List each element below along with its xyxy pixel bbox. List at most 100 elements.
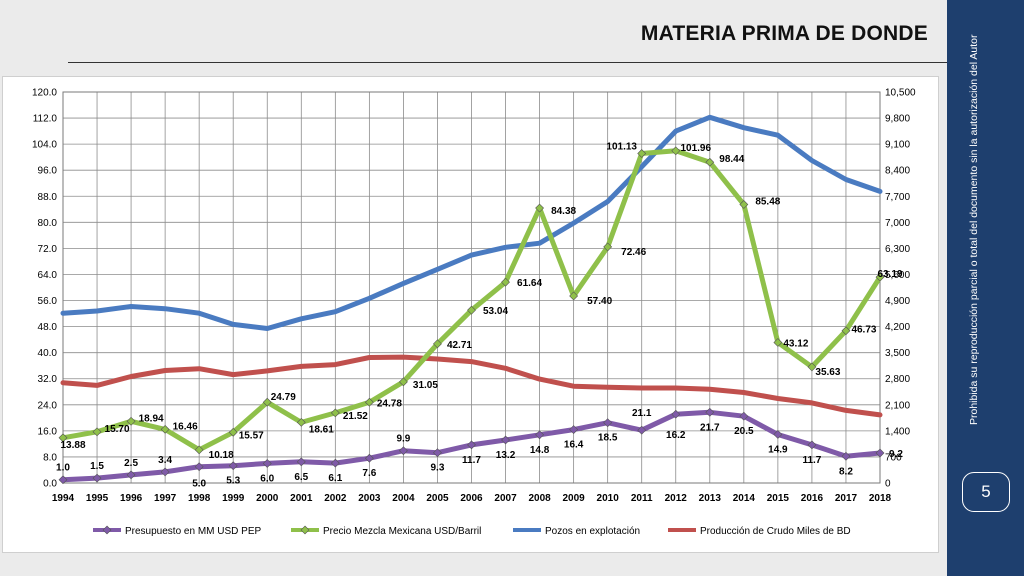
x-axis-tick-label: 2001 (290, 493, 313, 504)
data-point-precio (739, 200, 749, 209)
data-label-precio: 10.18 (209, 450, 234, 461)
data-point-presupuesto (501, 435, 510, 445)
data-label-presupuesto: 8.2 (839, 466, 853, 477)
data-label-precio: 21.52 (343, 411, 368, 422)
data-label-precio: 13.88 (60, 440, 85, 451)
x-axis-tick-label: 2017 (835, 493, 858, 504)
data-point-precio (841, 326, 851, 336)
x-axis-tick-label: 2005 (426, 493, 449, 504)
data-label-presupuesto: 11.7 (802, 455, 821, 466)
right-axis-tick-label: 5,600 (885, 270, 910, 281)
x-axis-tick-label: 2015 (767, 493, 790, 504)
data-label-presupuesto: 5.0 (192, 479, 206, 490)
data-label-precio: 42.71 (447, 340, 472, 351)
data-point-precio (160, 424, 170, 434)
left-axis-tick-label: 120.0 (32, 88, 57, 99)
left-axis-tick-label: 40.0 (38, 348, 58, 359)
x-axis-tick-label: 2007 (494, 493, 517, 504)
left-axis-tick-label: 48.0 (38, 322, 58, 333)
data-label-precio: 53.04 (483, 306, 508, 317)
data-point-precio (262, 397, 272, 407)
legend-label-produccion: Producción de Crudo Miles de BD (700, 526, 851, 537)
left-axis-tick-label: 32.0 (38, 374, 58, 385)
data-point-precio (569, 291, 579, 301)
x-axis-tick-label: 2002 (324, 493, 347, 504)
data-point-presupuesto (773, 430, 783, 439)
left-axis-tick-label: 96.0 (38, 166, 58, 177)
data-point-presupuesto (671, 409, 681, 419)
right-axis-tick-label: 0 (885, 479, 891, 490)
data-point-precio (467, 305, 476, 315)
right-axis-tick-label: 9,800 (885, 114, 910, 125)
right-axis-tick-label: 7,700 (885, 192, 910, 203)
data-point-presupuesto (603, 418, 613, 428)
x-axis-tick-label: 2006 (460, 493, 483, 504)
data-point-presupuesto (569, 425, 579, 434)
x-axis-tick-label: 1995 (86, 493, 109, 504)
x-axis-tick-label: 2018 (869, 493, 892, 504)
data-point-presupuesto (467, 440, 476, 450)
data-point-precio (398, 377, 408, 387)
data-point-precio (126, 416, 136, 426)
x-axis-tick-label: 1998 (188, 493, 211, 504)
data-label-precio: 31.05 (413, 380, 438, 391)
data-label-precio: 15.70 (105, 424, 130, 435)
data-point-precio (773, 338, 783, 347)
left-axis-tick-label: 8.0 (43, 452, 57, 463)
right-axis-tick-label: 3,500 (885, 348, 910, 359)
left-axis-tick-label: 104.0 (32, 140, 57, 151)
data-label-precio: 18.61 (309, 424, 334, 435)
data-label-precio: 18.94 (139, 413, 164, 424)
data-point-precio (364, 397, 374, 407)
x-axis-tick-label: 2000 (256, 493, 279, 504)
data-label-presupuesto: 9.2 (889, 449, 903, 460)
data-point-precio (501, 277, 510, 287)
data-point-presupuesto (126, 470, 136, 480)
data-point-presupuesto (398, 446, 408, 456)
data-label-precio: 15.57 (239, 430, 264, 441)
copyright-notice: Prohibida su reproducción parcial o tota… (968, 35, 1024, 425)
data-point-presupuesto (739, 411, 749, 421)
left-axis-tick-label: 112.0 (33, 114, 58, 125)
data-label-presupuesto: 16.2 (666, 430, 686, 441)
data-point-precio (228, 427, 238, 437)
data-point-precio (875, 272, 885, 282)
data-label-precio: 43.12 (783, 339, 808, 350)
plot-area-border (62, 91, 881, 484)
right-axis-tick-label: 7,000 (885, 218, 910, 229)
left-axis-tick-label: 80.0 (38, 218, 58, 229)
data-point-precio (330, 408, 340, 418)
data-label-presupuesto: 16.4 (564, 440, 584, 451)
right-axis-tick-label: 9,100 (885, 140, 910, 151)
data-label-precio: 35.63 (815, 367, 840, 378)
data-label-presupuesto: 13.2 (496, 450, 516, 461)
data-label-presupuesto: 6.1 (328, 473, 342, 484)
x-axis-tick-label: 2014 (733, 493, 756, 504)
data-point-precio (58, 433, 68, 443)
data-label-precio: 46.73 (851, 325, 876, 336)
right-axis-tick-label: 4,900 (885, 296, 910, 307)
right-axis-tick-label: 4,200 (885, 322, 910, 333)
data-point-presupuesto (433, 448, 442, 458)
x-axis-tick-label: 2009 (563, 493, 586, 504)
slide-title: MATERIA PRIMA DE DONDE (640, 22, 928, 45)
data-label-precio: 24.79 (271, 392, 296, 403)
data-label-presupuesto: 14.9 (768, 444, 788, 455)
data-point-presupuesto (637, 425, 647, 435)
data-label-precio: 24.78 (377, 398, 402, 409)
data-label-presupuesto: 20.5 (734, 426, 754, 437)
data-label-precio: 101.13 (606, 141, 637, 152)
data-point-presupuesto (296, 457, 306, 467)
series-line-pozos (60, 114, 883, 331)
data-label-presupuesto: 9.3 (431, 463, 445, 474)
data-point-presupuesto (875, 448, 885, 458)
data-label-presupuesto: 7.6 (362, 468, 376, 479)
data-point-precio (603, 242, 613, 252)
data-point-presupuesto (262, 459, 272, 468)
chart-panel: 0.0 8.0 16.0 24.0 32.0 40.0 48.0 56.0 64.0 72.0 80… (2, 76, 939, 553)
right-axis-tick-label: 8,400 (885, 166, 910, 177)
data-label-presupuesto: 6.5 (294, 472, 308, 483)
data-point-precio (92, 427, 102, 437)
data-label-presupuesto: 1.5 (90, 461, 104, 472)
x-axis-tick-label: 2011 (631, 493, 653, 504)
